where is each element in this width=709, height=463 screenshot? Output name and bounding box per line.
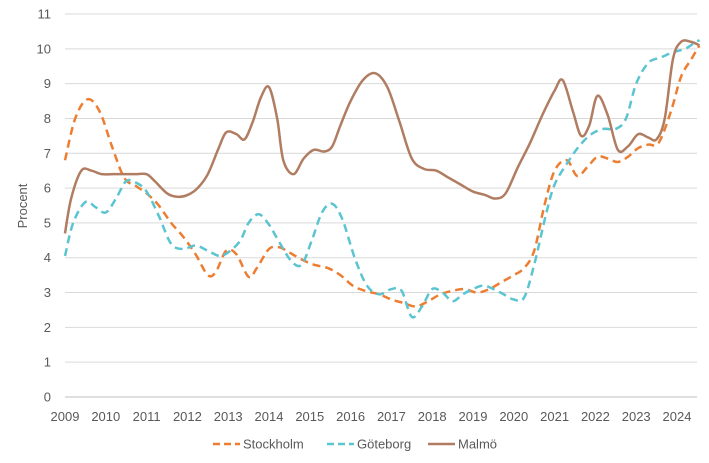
x-tick-label: 2023 [622,409,651,424]
x-tick-label: 2015 [295,409,324,424]
x-tick-label: 2009 [51,409,80,424]
x-tick-labels: 2009 2010 2011 2012 2013 2014 2015 2016 2017 2018… [51,409,692,424]
y-tick-label: 1 [44,355,51,370]
series-line-malmö [63,39,700,234]
x-tick-label: 2021 [540,409,569,424]
y-tick-label: 7 [44,146,51,161]
y-tick-label: 10 [37,41,51,56]
y-tick-label: 0 [44,390,51,405]
y-tick-label: 8 [44,111,51,126]
x-tick-label: 2020 [499,409,528,424]
y-axis-title: Procent [15,183,30,228]
gridlines [65,13,697,363]
y-tick-label: 3 [44,285,51,300]
series-lines [63,39,701,319]
x-tick-label: 2022 [581,409,610,424]
x-tick-label: 2010 [91,409,120,424]
x-tick-label: 2014 [255,409,284,424]
y-tick-label: 9 [44,76,51,91]
y-tick-label: 11 [38,7,52,22]
legend-label: Göteborg [357,437,411,452]
series-line-göteborg [63,39,701,319]
x-tick-label: 2013 [214,409,243,424]
y-tick-labels: 0 1 2 3 4 5 6 7 8 9 10 11 [37,7,51,405]
y-tick-label: 6 [44,181,51,196]
x-tick-label: 2016 [336,409,365,424]
legend: Stockholm Göteborg Malmö [213,437,497,452]
y-tick-label: 2 [44,320,51,335]
x-tick-label: 2024 [663,409,692,424]
x-tick-label: 2012 [173,409,202,424]
legend-label: Malmö [458,437,497,452]
legend-label: Stockholm [243,437,304,452]
y-tick-label: 5 [44,215,51,230]
series-line-stockholm [63,44,701,308]
x-tick-label: 2017 [377,409,406,424]
x-tick-label: 2019 [459,409,488,424]
x-tick-label: 2018 [418,409,447,424]
x-tick-label: 2011 [133,409,161,424]
y-tick-label: 4 [44,250,51,265]
